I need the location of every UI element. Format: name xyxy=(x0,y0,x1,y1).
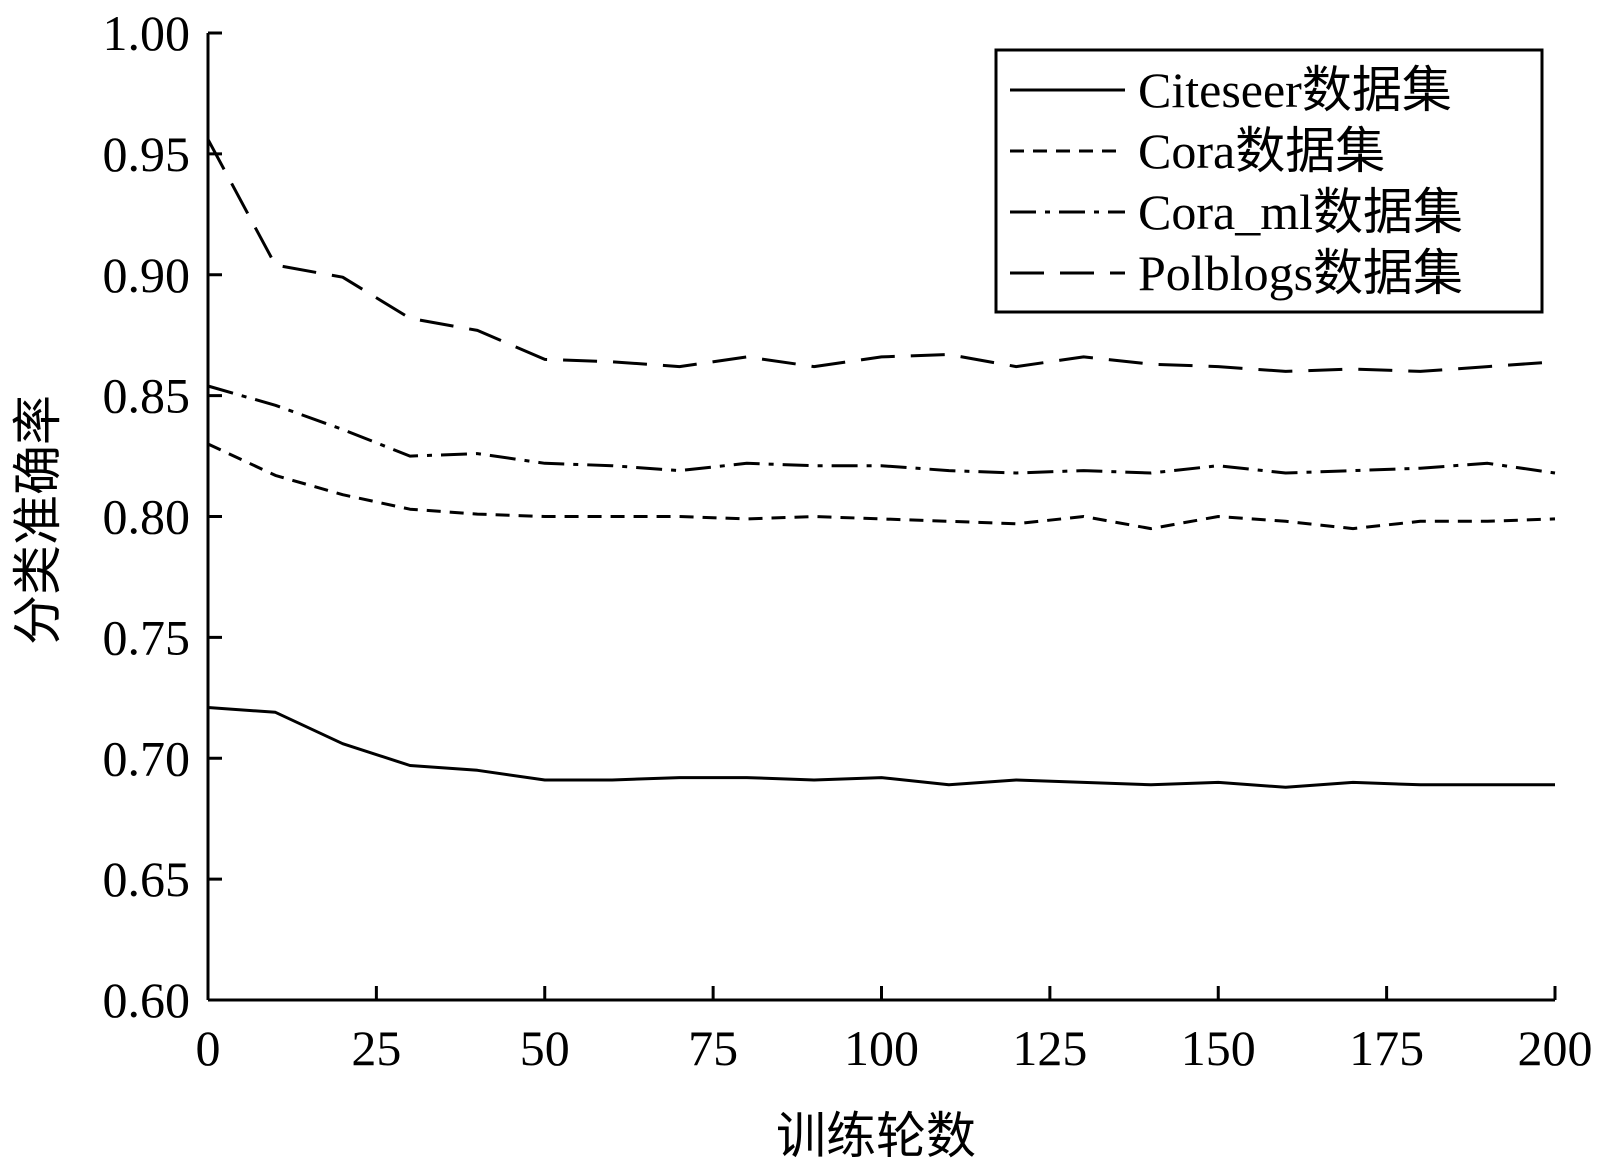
y-axis-label: 分类准确率 xyxy=(10,395,66,645)
plot-area xyxy=(206,138,1556,789)
y-tick-label: 0.90 xyxy=(103,247,191,303)
x-tick-label: 200 xyxy=(1518,1020,1593,1076)
legend-box xyxy=(994,48,1544,314)
y-tick-label: 0.60 xyxy=(103,972,191,1028)
y-tick-label: 1.00 xyxy=(103,5,191,61)
legend-label: Polblogs数据集 xyxy=(1138,245,1463,301)
x-tick-label: 150 xyxy=(1181,1020,1256,1076)
x-tick-label: 0 xyxy=(196,1020,221,1076)
x-axis-label: 训练轮数 xyxy=(776,1108,976,1160)
x-tick-label: 175 xyxy=(1349,1020,1424,1076)
x-tick-label: 125 xyxy=(1012,1020,1087,1076)
legend-label: Citeseer数据集 xyxy=(1138,62,1452,118)
y-tick-label: 0.80 xyxy=(103,489,191,545)
y-tick-label: 0.95 xyxy=(103,126,191,182)
ticks: 0 25 50 75 100 125 150 175 200 0.60 0.65 0.70 0.75 0.… xyxy=(103,5,1593,1076)
series-line-4 xyxy=(206,138,1556,373)
series-line-3 xyxy=(207,384,1556,475)
y-tick-label: 0.65 xyxy=(103,851,191,907)
series-line-1 xyxy=(207,706,1555,789)
x-tick-label: 75 xyxy=(688,1020,738,1076)
legend-label: Cora数据集 xyxy=(1138,123,1385,179)
y-tick-label: 0.85 xyxy=(103,368,191,424)
x-tick-label: 100 xyxy=(844,1020,919,1076)
legend-label: Cora_ml数据集 xyxy=(1138,184,1463,240)
series-line-2 xyxy=(207,442,1556,531)
x-tick-label: 25 xyxy=(351,1020,401,1076)
y-tick-label: 0.75 xyxy=(103,609,191,665)
y-tick-label: 0.70 xyxy=(103,730,191,786)
x-tick-label: 50 xyxy=(520,1020,570,1076)
